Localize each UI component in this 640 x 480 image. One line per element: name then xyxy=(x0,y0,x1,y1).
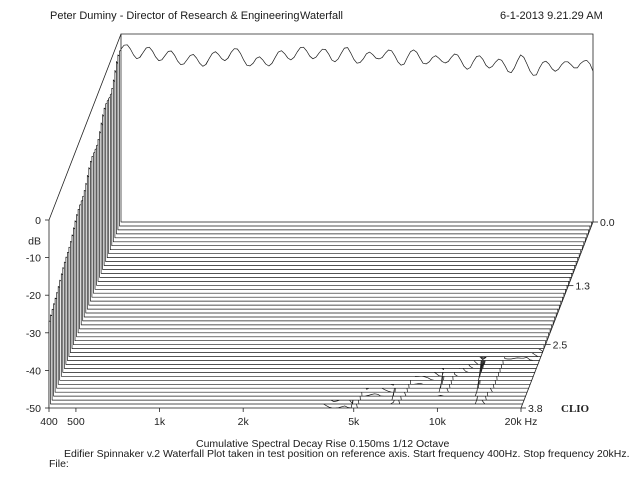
z-tick-label: 2.5 xyxy=(553,339,568,351)
top-left-rail xyxy=(48,33,122,221)
y-tick-label: -20 xyxy=(26,290,41,302)
x-tick-label: 1k xyxy=(154,416,166,428)
z-tick-label: 3.8 xyxy=(528,403,543,415)
decay-slices xyxy=(48,44,594,409)
x-tick-label: 20k Hz xyxy=(505,416,538,428)
z-tick-label: 1.3 xyxy=(575,281,590,293)
z-tick-label: 0.0 xyxy=(600,217,615,229)
x-tick-label: 5k xyxy=(348,416,360,428)
y-tick-label: -30 xyxy=(26,328,41,340)
clio-logo: CLIO xyxy=(561,403,590,415)
x-tick-label: 500 xyxy=(67,416,85,428)
y-tick-label: -10 xyxy=(26,253,41,265)
footer-file: File: xyxy=(49,458,69,470)
footer-description: Edifier Spinnaker v.2 Waterfall Plot tak… xyxy=(64,448,630,460)
y-axis-title: dB xyxy=(28,236,41,248)
y-tick-label: -50 xyxy=(26,403,41,415)
decay-slice xyxy=(120,44,594,223)
x-tick-label: 400 xyxy=(40,416,58,428)
chart-axes: 0 -10 -20 -30 -40 -50 dB 400 500 1k 2k 5k 10k 20k Hz 0… xyxy=(26,215,615,428)
x-tick-label: 2k xyxy=(238,416,250,428)
y-tick-label: -40 xyxy=(26,365,41,377)
y-tick-label: 0 xyxy=(35,215,41,227)
footer-caption: Cumulative Spectral Decay Rise 0.150ms 1… xyxy=(196,438,450,450)
x-tick-label: 10k xyxy=(429,416,447,428)
header-timestamp: 6-1-2013 9.21.29 AM xyxy=(500,10,603,22)
header-author: Peter Duminy - Director of Research & En… xyxy=(50,10,300,22)
header-plot-name: Waterfall xyxy=(300,10,343,22)
